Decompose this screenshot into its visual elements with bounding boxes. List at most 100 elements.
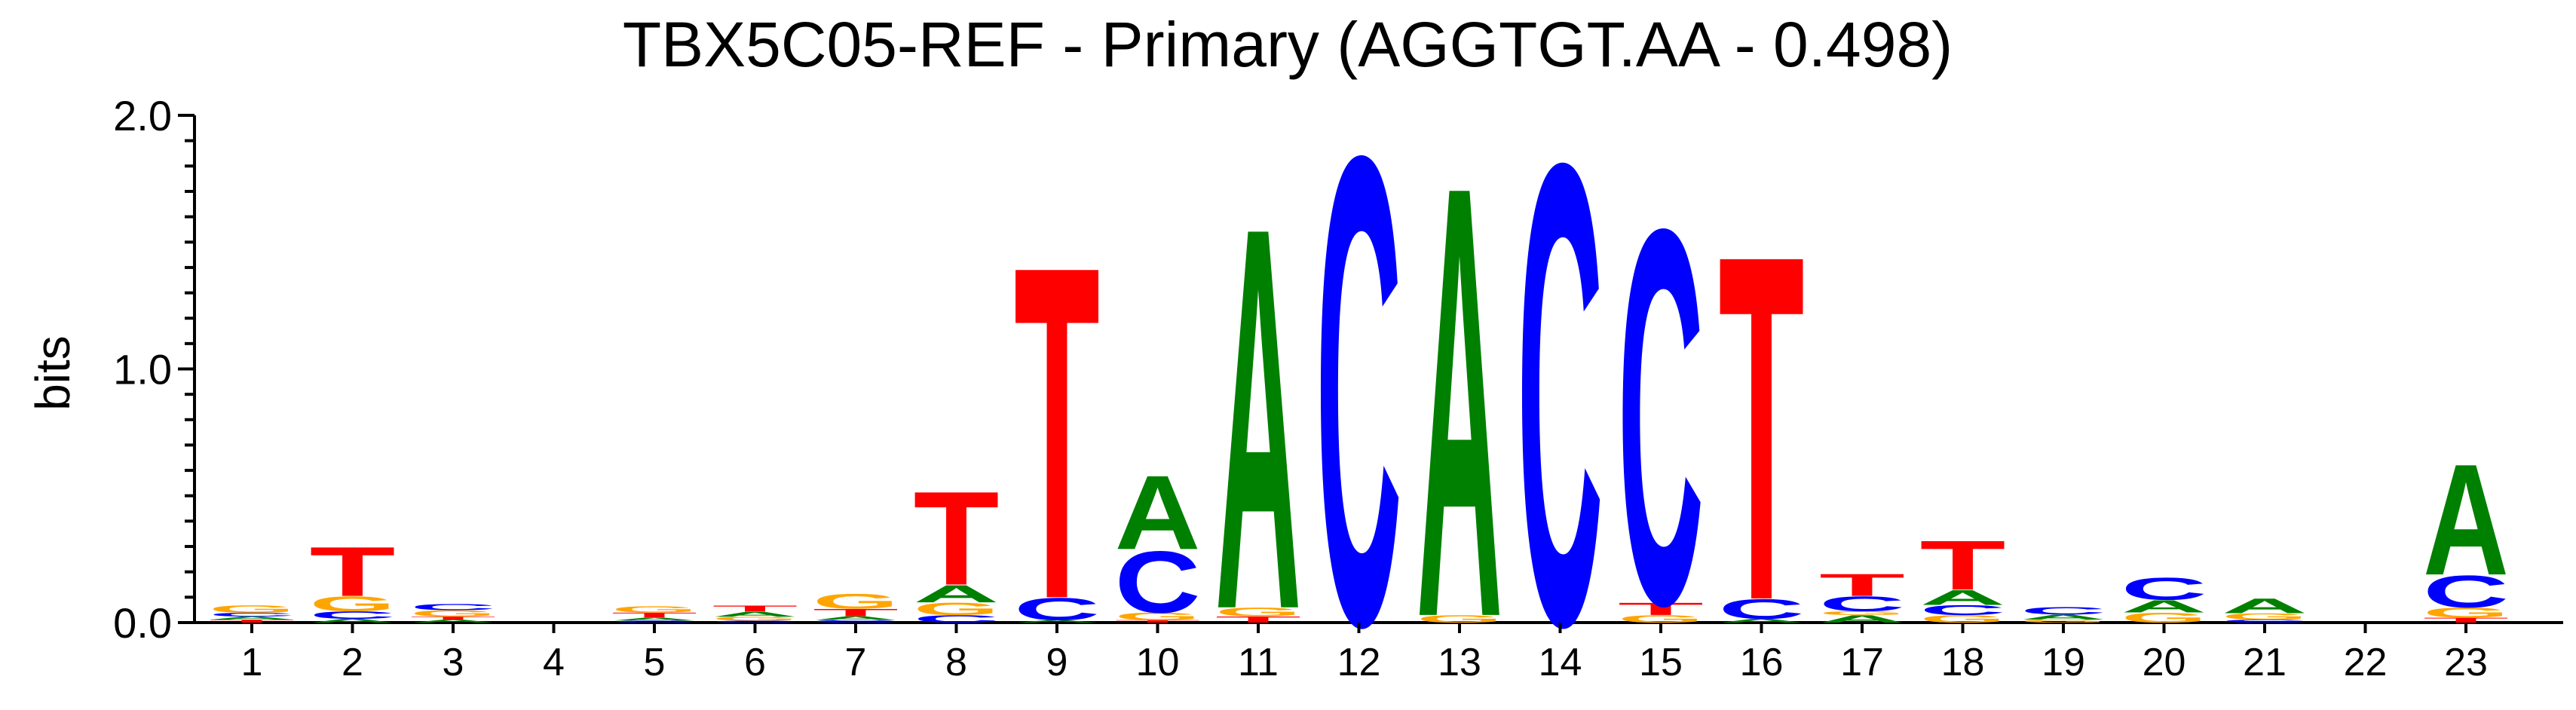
x-tick-label: 14: [1539, 641, 1582, 684]
x-tick-label: 8: [945, 641, 967, 684]
logo-letter-C-pos-21: C: [2222, 619, 2308, 623]
x-tick-label: 2: [342, 641, 363, 684]
logo-letter-T-pos-6: T: [712, 604, 798, 614]
y-axis-label: bits: [26, 335, 80, 411]
y-tick-label: 2.0: [113, 92, 172, 139]
logo-letter-A-pos-3: A: [410, 619, 496, 623]
x-tick-label: 17: [1840, 641, 1884, 684]
logo-letter-G-pos-6: G: [712, 616, 798, 622]
x-tick-label: 4: [543, 641, 565, 684]
logo-letter-C-pos-7: C: [813, 620, 899, 623]
logo-letter-C-pos-17: C: [1819, 592, 1905, 616]
logo-letter-T-pos-3: T: [410, 616, 496, 620]
logo-letter-T-pos-2: T: [310, 532, 396, 611]
logo-letter-T-pos-11: T: [1215, 614, 1301, 624]
x-tick-label: 16: [1740, 641, 1784, 684]
logo-letter-T-pos-10: T: [1115, 620, 1201, 623]
x-tick-label: 7: [845, 641, 867, 684]
logo-letter-G-pos-21: G: [2222, 612, 2308, 622]
logo-letter-C-pos-20: C: [2121, 571, 2207, 607]
logo-letter-A-pos-23: A: [2423, 432, 2509, 608]
logo-letter-T-pos-7: T: [813, 607, 899, 619]
logo-letter-G-pos-5: G: [611, 604, 697, 614]
logo-letter-A-pos-16: A: [1719, 618, 1805, 624]
logo-letter-C-pos-6: C: [712, 620, 798, 623]
logo-letter-C-pos-10: C: [1115, 533, 1201, 631]
logo-letter-C-pos-2: C: [310, 609, 396, 621]
logo-letter-T-pos-17: T: [1819, 568, 1905, 603]
logo-letter-A-pos-10: A: [1115, 454, 1201, 572]
logo-letter-G-pos-1: G: [209, 603, 295, 615]
chart-title: TBX5C05-REF - Primary (AGGTGT.AA - 0.498…: [623, 9, 1953, 80]
logo-letter-G-pos-13: G: [1417, 613, 1502, 625]
logo-letter-A-pos-1: A: [209, 616, 295, 620]
logo-letter-G-pos-19: G: [2020, 619, 2106, 623]
x-tick-label: 15: [1639, 641, 1683, 684]
logo-letter-A-pos-17: A: [1819, 613, 1905, 625]
logo-letter-G-pos-11: G: [1215, 605, 1301, 619]
logo-letter-C-pos-15: C: [1618, 118, 1704, 710]
x-tick-label: 23: [2444, 641, 2488, 684]
logo-letter-A-pos-2: A: [310, 618, 396, 624]
logo-letter-A-pos-11: A: [1215, 114, 1301, 710]
x-tick-label: 21: [2243, 641, 2287, 684]
y-tick-label: 0.0: [113, 599, 172, 647]
logo-letter-A-pos-7: A: [813, 615, 899, 621]
x-tick-label: 10: [1136, 641, 1180, 684]
logo-letter-T-pos-5: T: [611, 611, 697, 619]
logo-letter-G-pos-20: G: [2121, 610, 2207, 626]
logo-letter-C-pos-12: C: [1316, 18, 1402, 710]
logo-letter-A-pos-21: A: [2222, 594, 2308, 617]
logo-letter-C-pos-9: C: [1014, 592, 1100, 627]
x-tick-label: 12: [1337, 641, 1381, 684]
logo-letter-C-pos-14: C: [1518, 28, 1603, 710]
logo-letter-T-pos-18: T: [1920, 526, 2006, 605]
x-tick-label: 6: [744, 641, 766, 684]
logo-letter-G-pos-2: G: [310, 592, 396, 616]
axes: 0.0 1.0 2.0: [113, 92, 2563, 647]
logo-letter-T-pos-1: T: [209, 619, 295, 623]
logo-letter-G-pos-18: G: [1920, 613, 2006, 625]
y-tick-label: 1.0: [113, 346, 172, 393]
logo-letter-G-pos-17: G: [1819, 611, 1905, 617]
x-tick-label: 9: [1046, 641, 1068, 684]
x-tick-label: 20: [2143, 641, 2186, 684]
logo-letter-C-pos-3: C: [410, 602, 496, 612]
logo-letter-T-pos-15: T: [1618, 599, 1704, 619]
logo-letter-T-pos-23: T: [2423, 617, 2509, 624]
x-tick-label: 18: [1941, 641, 1985, 684]
x-tick-label: 11: [1238, 641, 1279, 684]
logo-letter-T-pos-9: T: [1014, 167, 1100, 698]
x-tick-label: 3: [443, 641, 464, 684]
logo-letter-C-pos-8: C: [914, 613, 1000, 625]
logo-letter-A-pos-5: A: [611, 617, 697, 621]
logo-letter-G-pos-15: G: [1618, 613, 1704, 625]
logo-letter-C-pos-18: C: [1920, 602, 2006, 618]
logo-letter-C-pos-23: C: [2423, 566, 2509, 617]
logo-letter-C-pos-16: C: [1719, 593, 1805, 625]
logo-letter-G-pos-7: G: [813, 590, 899, 614]
logo-letter-C-pos-5: C: [611, 620, 697, 623]
logo-letter-G-pos-3: G: [410, 608, 496, 618]
logo-letter-G-pos-10: G: [1115, 611, 1201, 623]
x-tick-label: 22: [2344, 641, 2388, 684]
logo-letter-T-pos-8: T: [914, 464, 1000, 614]
x-tick-label: 1: [241, 641, 263, 684]
x-axis-ticks: 1 2 3 4 5 6 7 8 9 10 11 12 13 14 15 16 17 18 19 20 21 22 23: [241, 623, 2488, 684]
logo-letter-C-pos-19: C: [2020, 605, 2106, 617]
logo-letter-A-pos-8: A: [913, 580, 999, 607]
logo-letter-A-pos-18: A: [1919, 586, 2005, 609]
logo-letter-A-pos-6: A: [712, 611, 798, 618]
logo-letter-A-pos-19: A: [2020, 614, 2106, 621]
logo-letter-G-pos-23: G: [2423, 604, 2509, 620]
logo-letter-A-pos-20: A: [2121, 596, 2207, 616]
logo-letter-A-pos-9: A: [1014, 620, 1100, 623]
x-tick-label: 5: [644, 641, 666, 684]
logo-letter-A-pos-13: A: [1417, 57, 1502, 710]
logo-letter-T-pos-16: T: [1719, 151, 1805, 703]
x-tick-label: 19: [2042, 641, 2085, 684]
logo-letter-C-pos-1: C: [209, 612, 295, 618]
logo-letter-G-pos-8: G: [914, 599, 1000, 619]
